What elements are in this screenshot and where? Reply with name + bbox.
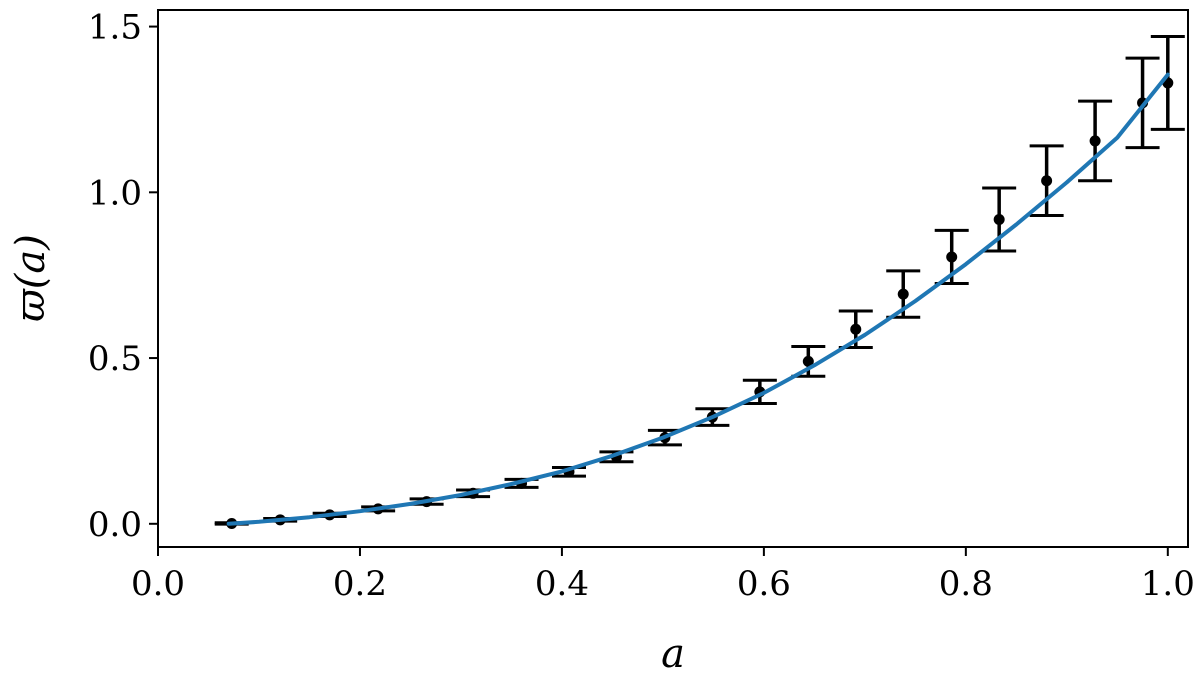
y-tick-label: 1.5 [88,8,142,48]
y-axis-ticks: 0.0 0.5 1.0 1.5 [88,8,158,545]
x-axis-label: a [661,631,685,677]
y-axis-label: ϖ(a) [8,234,54,322]
data-point [1089,135,1101,147]
data-point [1041,175,1053,187]
data-point [850,323,862,335]
error-bar-series [214,35,1185,529]
fit-line [226,72,1170,526]
x-tick-label: 0.8 [939,564,993,604]
data-point [897,288,909,300]
data-point [993,213,1005,225]
x-tick-label: 0.4 [535,564,589,604]
data-point [802,355,814,367]
y-tick-label: 1.0 [88,173,142,213]
data-point [946,251,958,263]
y-tick-label: 0.0 [88,505,142,545]
plot-frame [157,9,1189,548]
x-tick-label: 0.0 [131,564,185,604]
x-axis-ticks: 0.0 0.2 0.4 0.6 0.8 1.0 [131,547,1195,604]
x-tick-label: 1.0 [1141,564,1195,604]
x-tick-label: 0.2 [333,564,387,604]
fit-line-series [226,72,1170,526]
y-tick-label: 0.5 [88,339,142,379]
x-tick-label: 0.6 [737,564,791,604]
